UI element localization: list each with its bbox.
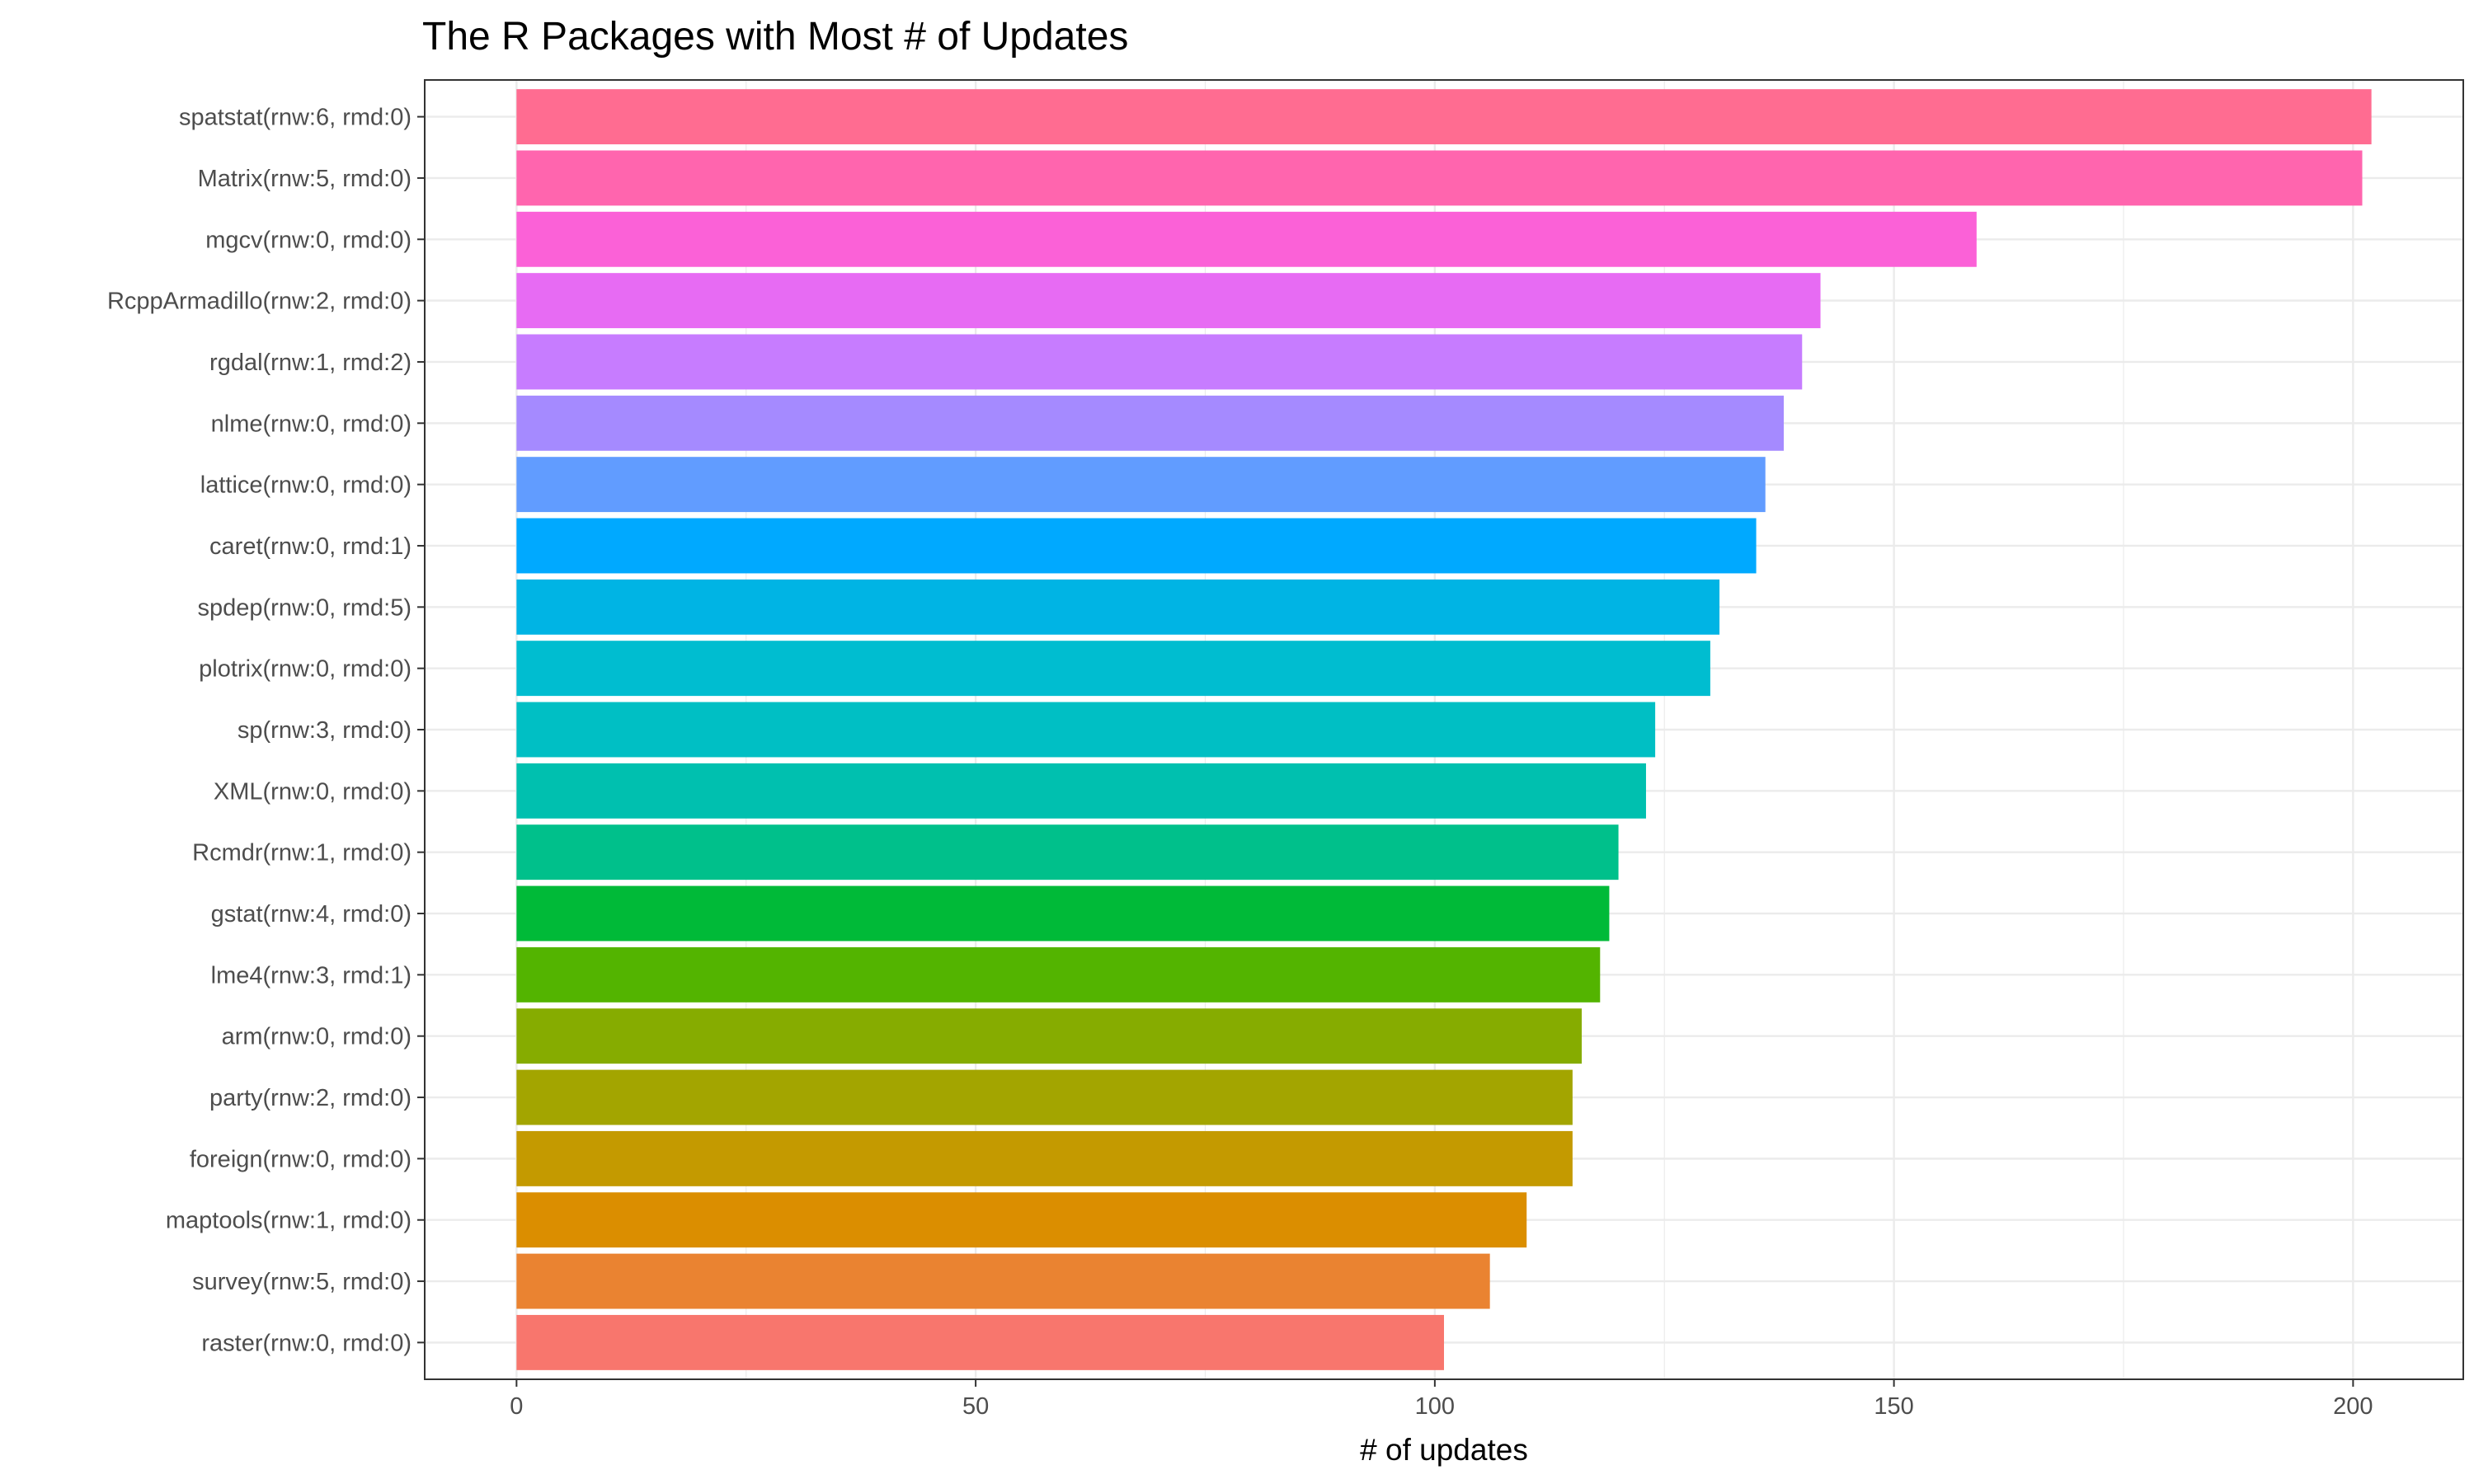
y-tick-label: plotrix(rnw:0, rmd:0) — [199, 656, 412, 683]
bar — [516, 641, 1710, 697]
y-tick-label: caret(rnw:0, rmd:1) — [209, 533, 412, 560]
y-tick-label: survey(rnw:5, rmd:0) — [192, 1269, 412, 1295]
bar — [516, 763, 1646, 819]
x-tick-label: 200 — [2333, 1393, 2373, 1420]
y-tick-label: raster(rnw:0, rmd:0) — [201, 1330, 412, 1356]
bar — [516, 1314, 1445, 1370]
x-axis-label: # of updates — [1360, 1433, 1528, 1467]
bar — [516, 1069, 1573, 1125]
bar — [516, 89, 2372, 145]
y-tick-label: gstat(rnw:4, rmd:0) — [211, 901, 412, 928]
bars — [516, 89, 2372, 1370]
bar — [516, 334, 1803, 390]
y-tick-label: spatstat(rnw:6, rmd:0) — [179, 105, 412, 131]
bar — [516, 824, 1619, 881]
y-tick-label: sp(rnw:3, rmd:0) — [238, 717, 412, 744]
y-tick-label: Matrix(rnw:5, rmd:0) — [198, 166, 412, 192]
chart-title: The R Packages with Most # of Updates — [422, 15, 1128, 59]
x-tick-label: 150 — [1874, 1393, 1913, 1420]
bar — [516, 211, 1977, 267]
y-tick-label: Rcmdr(rnw:1, rmd:0) — [192, 840, 412, 866]
bar — [516, 518, 1757, 574]
bar — [516, 395, 1785, 451]
bar — [516, 1253, 1490, 1309]
y-tick-label: RcppArmadillo(rnw:2, rmd:0) — [107, 289, 412, 315]
bar — [516, 702, 1656, 758]
y-axis: spatstat(rnw:6, rmd:0) Matrix(rnw:5, rmd:… — [107, 105, 425, 1356]
bar — [516, 885, 1610, 942]
bar — [516, 946, 1601, 1003]
y-tick-label: arm(rnw:0, rmd:0) — [222, 1024, 412, 1050]
bar — [516, 1008, 1583, 1064]
y-tick-label: foreign(rnw:0, rmd:0) — [190, 1146, 412, 1172]
x-tick-label: 100 — [1415, 1393, 1455, 1420]
bar — [516, 150, 2363, 206]
y-tick-label: lme4(rnw:3, rmd:1) — [211, 962, 412, 989]
bar — [516, 1192, 1527, 1248]
y-tick-label: mgcv(rnw:0, rmd:0) — [205, 227, 412, 253]
bar — [516, 457, 1766, 513]
x-axis: 0 50 100 150 200 — [510, 1379, 2373, 1420]
y-tick-label: rgdal(rnw:1, rmd:2) — [209, 350, 412, 376]
y-tick-label: nlme(rnw:0, rmd:0) — [211, 411, 412, 437]
bar — [516, 1130, 1573, 1186]
x-tick-label: 0 — [510, 1393, 523, 1420]
y-tick-label: maptools(rnw:1, rmd:0) — [166, 1208, 412, 1234]
bar — [516, 579, 1720, 635]
y-tick-label: XML(rnw:0, rmd:0) — [214, 778, 412, 805]
y-tick-label: lattice(rnw:0, rmd:0) — [200, 472, 412, 499]
bar — [516, 273, 1821, 329]
x-tick-label: 50 — [962, 1393, 989, 1420]
y-tick-label: spdep(rnw:0, rmd:5) — [198, 594, 412, 621]
y-tick-label: party(rnw:2, rmd:0) — [209, 1085, 412, 1111]
